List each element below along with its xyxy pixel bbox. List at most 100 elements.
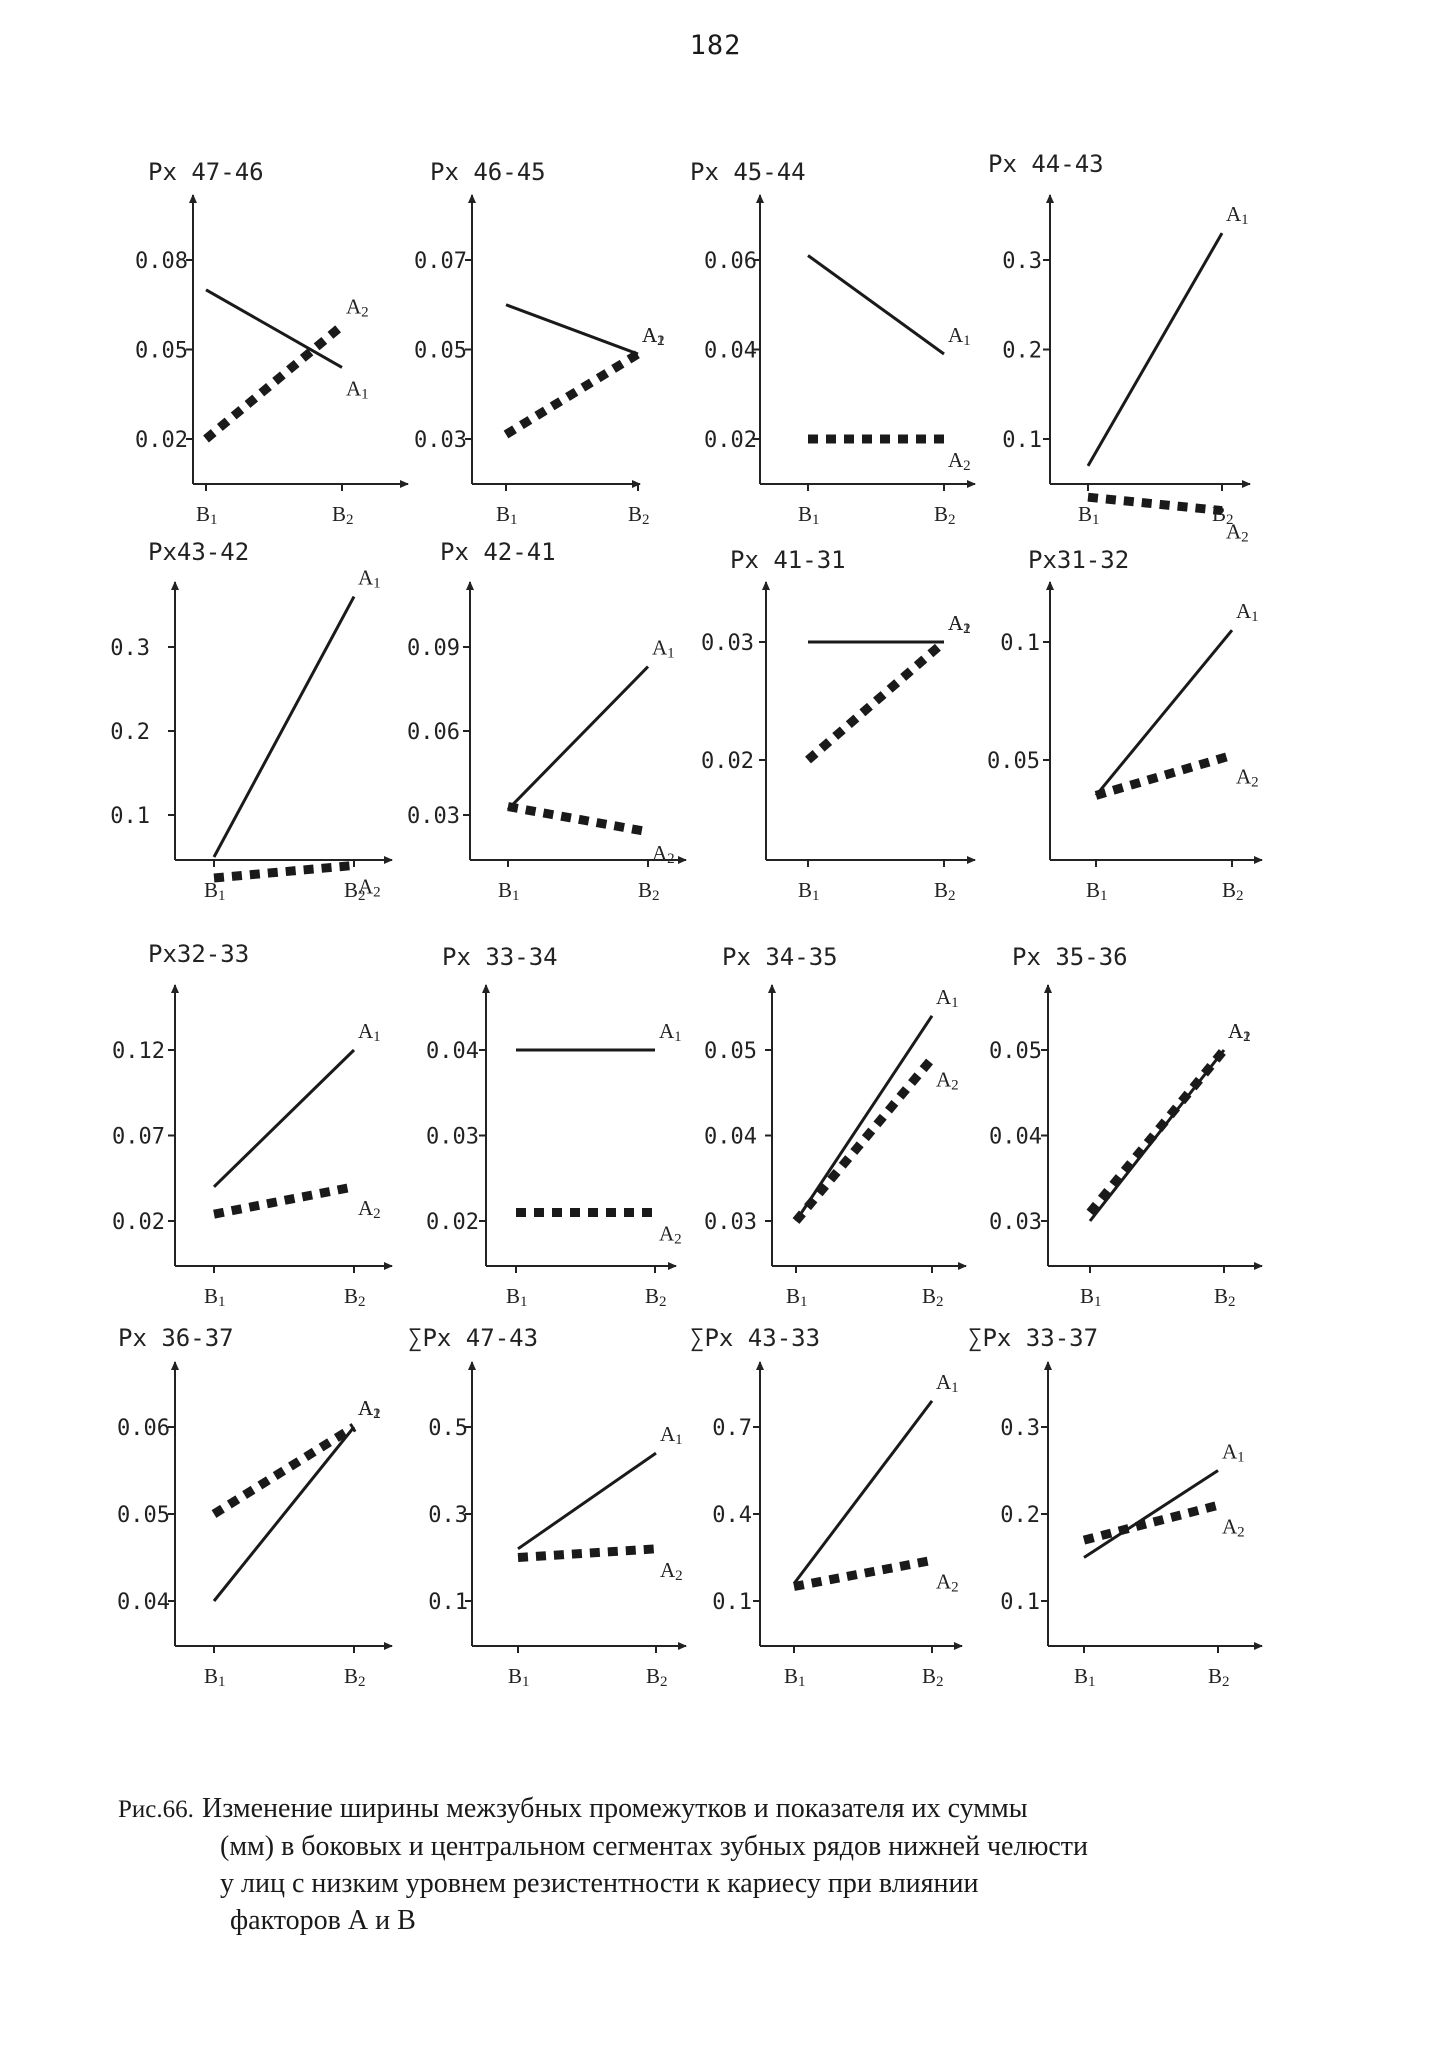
y-tick-label: 0.04 [704,1125,757,1150]
y-tick-label: 0.7 [712,1416,752,1441]
x-tick-label: B1 [798,878,820,904]
y-tick-label: 0.04 [704,339,757,364]
x-tick-label: B1 [204,1284,226,1310]
y-tick-label: 0.05 [987,749,1040,774]
chart-grid: Px 47-46 0.08 0.05 0.02 B1 B2 A1 A2 Px 46-45 0.07… [110,150,1263,1690]
series-A1-line [212,595,356,858]
series-A2-line [503,350,641,439]
series-A1-line [517,1451,657,1551]
x-tick-label: B1 [1078,502,1100,528]
series-A1-label: A1 [936,985,959,1011]
x-tick-label: B2 [646,1664,668,1690]
y-tick-label: 0.1 [1002,428,1042,453]
series-A2-label: A2 [948,611,971,637]
series-A1-label: A1 [1226,202,1249,228]
chart-title: ∑Px 47-43 [408,1324,538,1352]
series-A1-label: A1 [346,376,369,402]
chart-title: ∑Px 33-37 [968,1324,1098,1352]
y-tick-label: 0.04 [117,1590,170,1615]
chart-title: Px 45-44 [690,158,806,186]
y-tick-label: 0.06 [704,249,757,274]
series-A1-line [792,1399,934,1585]
chart-title: Px 44-43 [988,150,1104,178]
series-A2-line [211,1423,357,1518]
series-A2-label: A2 [346,295,369,321]
y-tick-label: 0.02 [112,1210,165,1235]
x-tick-label: B1 [196,502,218,528]
series-A2-label: A2 [660,1558,683,1584]
y-tick-label: 0.06 [117,1416,170,1441]
series-A2-label: A2 [358,874,381,900]
series-A1-line [1088,1049,1226,1222]
x-tick-label: B2 [1222,878,1244,904]
x-tick-label: B1 [498,878,520,904]
series-A2-label: A2 [358,1196,381,1222]
caption-text: Изменение ширины межзубных промежутков и… [202,1793,1028,1824]
series-A2-line [793,1555,933,1591]
y-tick-label: 0.4 [712,1503,752,1528]
y-tick-label: 0.08 [135,249,188,274]
y-tick-label: 0.07 [414,249,467,274]
x-tick-label: B2 [344,1664,366,1690]
series-A2-label: A2 [1228,1019,1251,1045]
y-tick-label: 0.12 [112,1039,165,1064]
y-tick-label: 0.1 [1000,1590,1040,1615]
x-tick-label: B1 [508,1664,530,1690]
series-A2-line [213,1182,355,1219]
x-tick-label: B1 [506,1284,528,1310]
series-A2-label: A2 [936,1569,959,1595]
x-tick-label: B2 [934,878,956,904]
x-tick-label: B1 [798,502,820,528]
series-A1-line [807,254,945,356]
caption-ref: Рис.66. [118,1796,194,1823]
series-A2-label: A2 [659,1221,682,1247]
y-tick-label: 0.02 [426,1210,479,1235]
y-tick-label: 0.05 [135,339,188,364]
caption-text: факторов А и В [230,1905,416,1936]
series-A1-label: A1 [660,1422,683,1448]
x-tick-label: B2 [922,1284,944,1310]
caption-line-1: Рис.66. Изменение ширины межзубных промеж… [118,1790,1348,1828]
series-A2-line [1087,492,1223,516]
y-tick-label: 0.2 [1000,1503,1040,1528]
series-A2-label: A2 [1222,1514,1245,1540]
y-tick-label: 0.3 [428,1503,468,1528]
x-tick-label: B2 [645,1284,667,1310]
chart-title: Px32-33 [148,940,249,968]
y-tick-label: 0.03 [701,631,754,656]
series-A2-label: A2 [652,841,675,867]
y-tick-label: 0.03 [414,428,467,453]
x-tick-label: B1 [204,1664,226,1690]
x-tick-label: B2 [332,502,354,528]
chart-title: Px 42-41 [440,538,556,566]
chart-title: Px43-42 [148,538,249,566]
x-tick-label: B1 [1080,1284,1102,1310]
series-A1-line [212,1426,356,1602]
caption-line-3: у лиц с низким уровнем резистентности к … [118,1865,1348,1902]
y-tick-label: 0.05 [414,339,467,364]
chart-title: Px 46-45 [430,158,546,186]
series-A1-line [505,303,639,356]
y-tick-label: 0.3 [1002,249,1042,274]
series-A2-label: A2 [1236,764,1259,790]
caption-text: у лиц с низким уровнем резистентности к … [220,1868,979,1899]
chart-title: Px 47-46 [148,158,264,186]
series-A2-line [1082,1500,1220,1545]
series-A1-label: A1 [1222,1440,1245,1466]
x-tick-label: B2 [628,502,650,528]
y-tick-label: 0.05 [117,1503,170,1528]
series-A1-line [1083,1469,1219,1559]
series-A1-line [794,1014,934,1222]
y-tick-label: 0.3 [110,636,150,661]
series-A1-label: A1 [1236,599,1259,625]
series-A2-line [213,860,355,883]
series-A1-label: A1 [358,566,381,592]
y-tick-label: 0.1 [1000,631,1040,656]
y-tick-label: 0.07 [112,1125,165,1150]
series-A2-label: A2 [948,448,971,474]
y-tick-label: 0.2 [110,720,150,745]
y-tick-label: 0.05 [989,1039,1042,1064]
x-tick-label: B1 [1086,878,1108,904]
series-A2-line [507,802,649,837]
x-tick-label: B2 [638,878,660,904]
